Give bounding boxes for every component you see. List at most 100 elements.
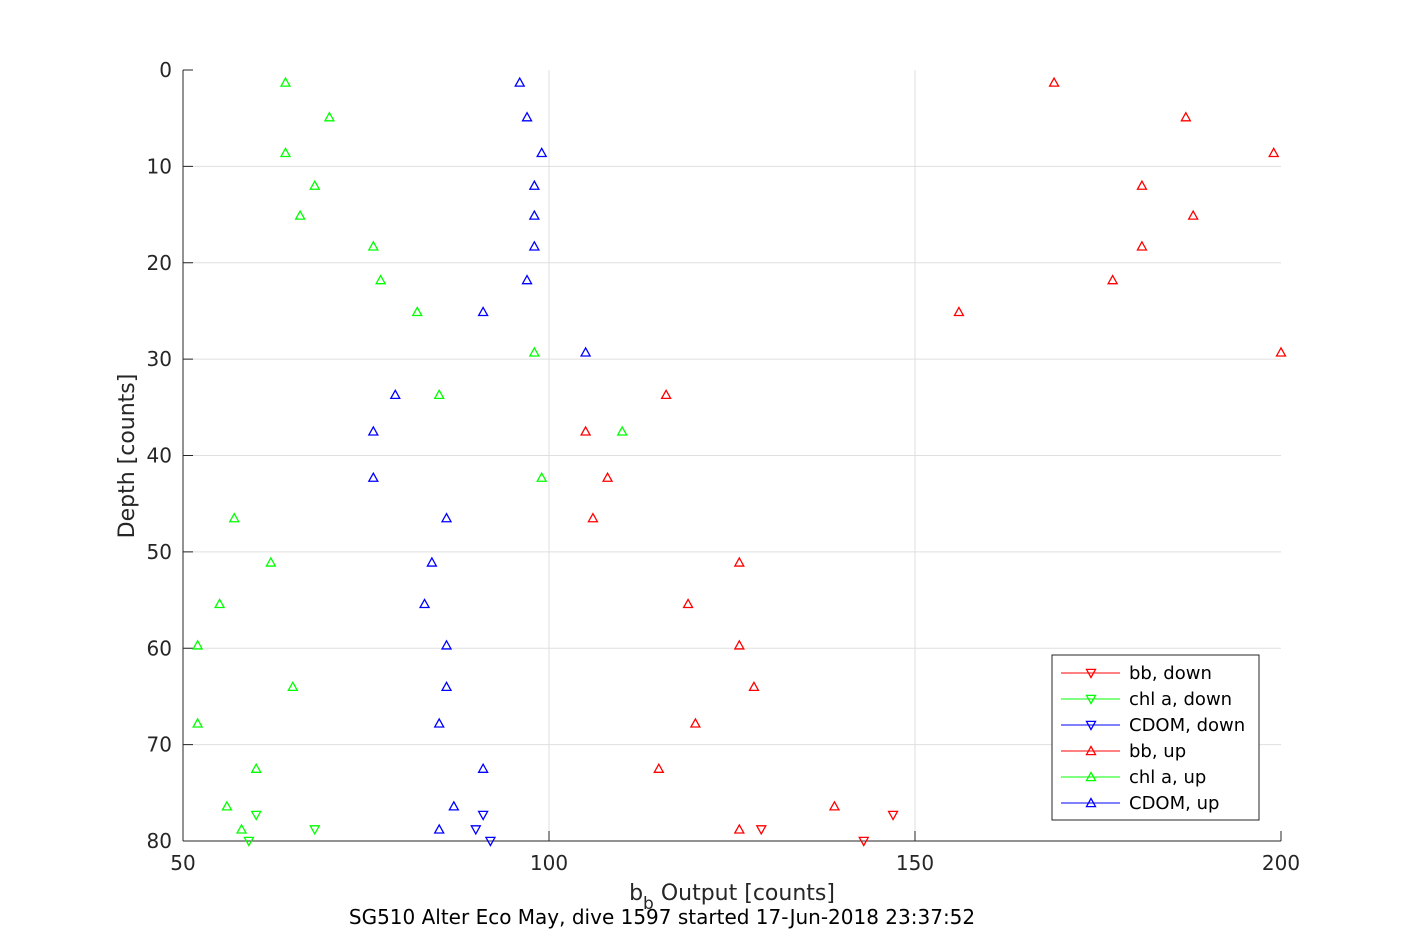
y-tick-labels: 0 10 20 30 40 50 60 70 80	[147, 58, 172, 853]
marker-cdom-up	[528, 240, 540, 251]
legend-marker	[1085, 668, 1097, 679]
marker-chl-a-up	[213, 598, 226, 609]
marker-chl-a-up	[250, 762, 262, 773]
marker-cdom-up	[440, 512, 453, 523]
marker-bb-up	[660, 388, 672, 400]
marker-bb-down	[755, 825, 767, 836]
legend-marker	[1085, 797, 1097, 808]
marker-bb-up	[579, 425, 592, 436]
marker-bb-up	[682, 598, 694, 609]
marker-bb-up	[689, 717, 702, 728]
marker-cdom-up	[477, 306, 489, 317]
marker-bb-up	[1180, 111, 1192, 122]
marker-cdom-up	[418, 598, 431, 609]
legend: bb, down chl a, down CDOM, down bb, up chl a…	[1051, 654, 1260, 821]
marker-bb-up	[733, 556, 745, 567]
marker-chl-a-up	[294, 209, 306, 220]
x-tick-label: 50	[170, 851, 195, 875]
grid-lines	[183, 70, 1281, 841]
x-axis-title: bb Output [counts]	[629, 881, 835, 914]
marker-chl-a-up	[228, 512, 240, 523]
legend-box	[1051, 654, 1260, 821]
marker-cdom-up	[426, 556, 438, 567]
marker-bb-up	[1136, 179, 1148, 190]
marker-chl-a-up	[221, 800, 233, 811]
y-axis-title: Depth [counts]	[115, 374, 140, 539]
marker-bb-up	[748, 680, 760, 692]
legend-label: chl a, up	[1129, 767, 1206, 788]
marker-bb-up	[1048, 76, 1060, 87]
legend-marker	[1085, 694, 1097, 705]
legend-label: CDOM, up	[1129, 793, 1219, 814]
marker-cdom-up	[440, 680, 453, 692]
marker-cdom-up	[440, 639, 453, 650]
marker-cdom-up	[528, 179, 540, 190]
marker-cdom-up	[367, 471, 379, 482]
legend-label: bb, down	[1129, 663, 1212, 684]
marker-cdom-up	[389, 388, 401, 400]
data-markers	[192, 76, 1287, 847]
marker-bb-up	[953, 306, 965, 317]
y-tick-label: 80	[147, 829, 172, 853]
marker-bb-up	[1275, 346, 1287, 357]
y-tick-label: 60	[147, 636, 172, 660]
marker-cdom-down	[470, 825, 482, 836]
marker-bb-up	[828, 800, 841, 811]
marker-cdom-up	[528, 209, 540, 220]
marker-chl-a-up	[323, 111, 336, 122]
y-tick-label: 30	[147, 347, 172, 371]
marker-chl-a-up	[279, 147, 292, 158]
legend-label: bb, up	[1129, 741, 1186, 762]
marker-bb-down	[858, 836, 870, 847]
y-tick-label: 10	[147, 154, 172, 178]
x-tick-label: 100	[530, 851, 568, 875]
marker-bb-down	[887, 810, 899, 821]
marker-cdom-up	[514, 76, 526, 87]
marker-chl-a-down	[243, 836, 255, 847]
marker-cdom-down	[477, 810, 489, 821]
y-tick-label: 40	[147, 444, 172, 468]
x-tick-label: 200	[1262, 851, 1300, 875]
legend-label: CDOM, down	[1129, 715, 1245, 736]
y-tick-label: 0	[159, 58, 172, 82]
marker-cdom-up	[521, 274, 533, 285]
marker-cdom-up	[477, 762, 489, 773]
x-axis-title-subscript: b	[643, 894, 654, 914]
marker-chl-a-up	[235, 823, 248, 834]
x-axis-title-base: b	[629, 881, 643, 906]
marker-chl-a-up	[528, 346, 540, 357]
marker-bb-up	[1187, 209, 1199, 220]
marker-bb-up	[1268, 147, 1280, 158]
marker-cdom-up	[521, 111, 533, 122]
marker-chl-a-down	[250, 810, 262, 821]
x-axis-title-rest: Output [counts]	[654, 881, 835, 906]
marker-chl-a-up	[309, 179, 321, 190]
marker-chl-a-up	[616, 425, 628, 436]
marker-cdom-up	[579, 346, 592, 357]
marker-cdom-up	[448, 800, 460, 811]
y-tick-label: 70	[147, 733, 172, 757]
marker-bb-up	[733, 639, 745, 650]
marker-chl-a-up	[287, 680, 299, 692]
marker-chl-a-up	[192, 717, 204, 728]
marker-cdom-up	[536, 147, 548, 158]
legend-marker	[1085, 771, 1097, 782]
marker-chl-a-down	[309, 825, 321, 836]
marker-chl-a-up	[536, 471, 548, 482]
chart-caption: SG510 Alter Eco May, dive 1597 started 1…	[349, 905, 975, 929]
y-tick-label: 50	[147, 540, 172, 564]
marker-chl-a-up	[279, 76, 292, 87]
marker-bb-up	[1136, 240, 1148, 251]
marker-chl-a-up	[411, 306, 423, 317]
marker-cdom-down	[484, 836, 497, 847]
marker-cdom-up	[367, 425, 379, 436]
legend-marker	[1085, 720, 1097, 731]
x-tick-labels: 50 100 150 200	[170, 851, 1300, 875]
marker-chl-a-up	[375, 274, 387, 285]
marker-chl-a-up	[192, 639, 204, 650]
y-tick-label: 20	[147, 251, 172, 275]
legend-label: chl a, down	[1129, 689, 1232, 710]
marker-chl-a-up	[433, 388, 445, 400]
marker-cdom-up	[433, 823, 445, 834]
